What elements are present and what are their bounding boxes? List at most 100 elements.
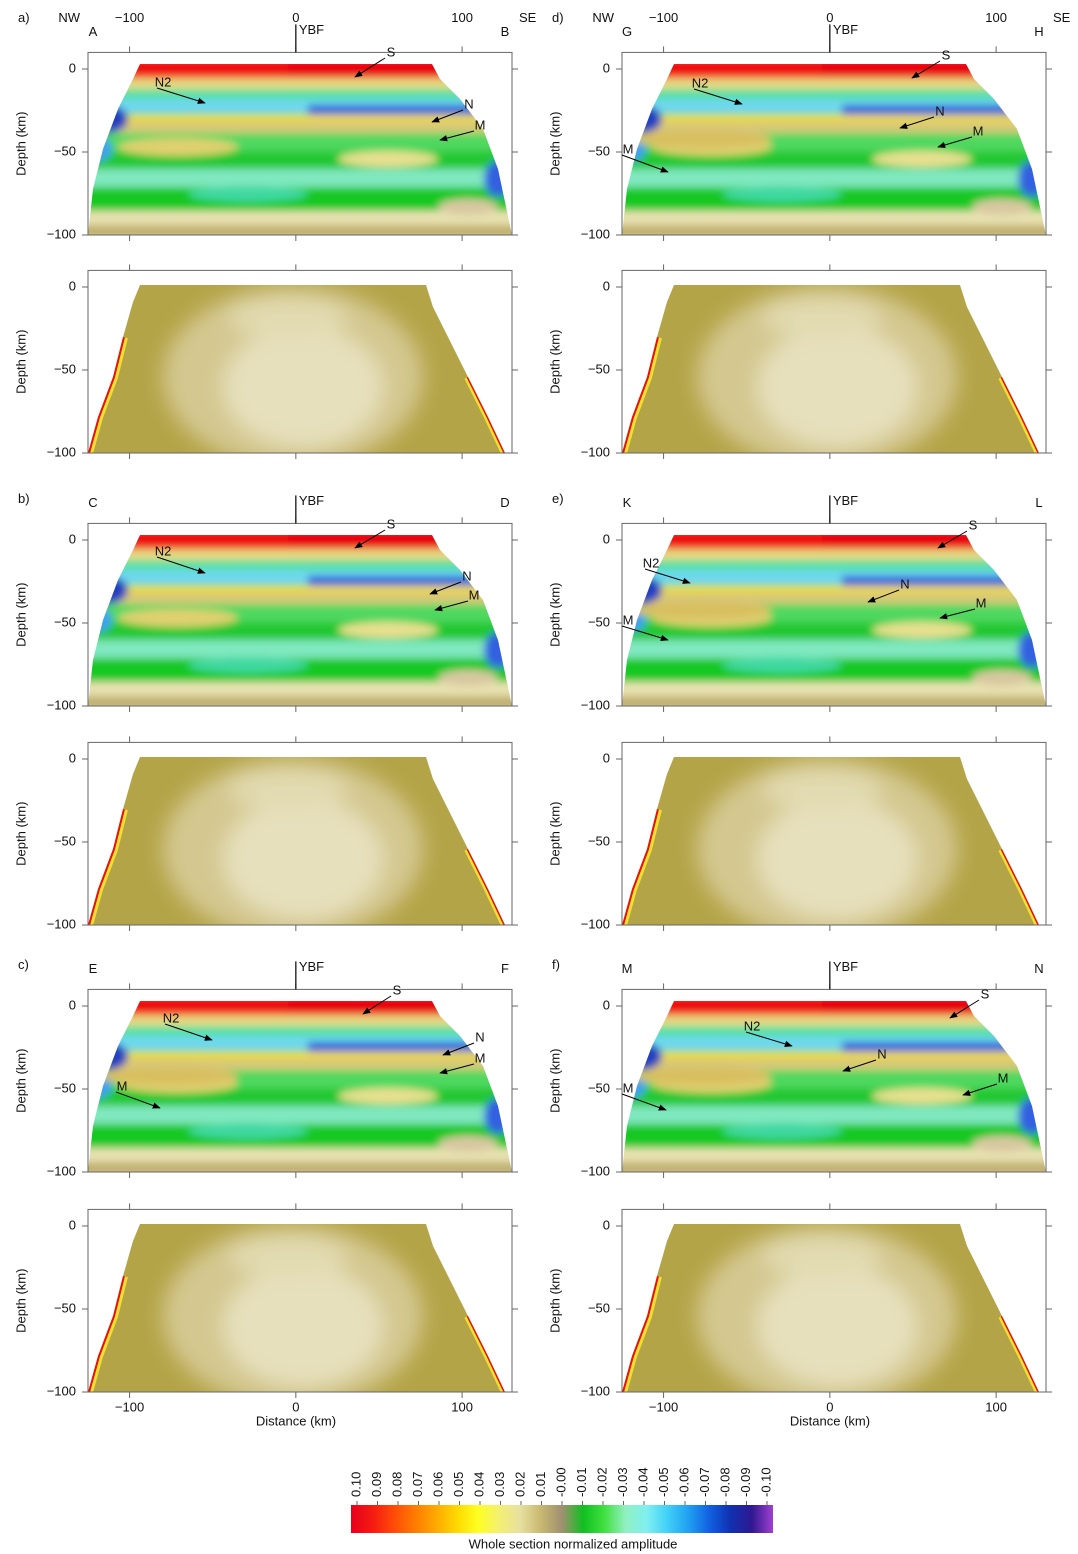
compass-label: NW	[592, 10, 614, 25]
y-axis-label: Depth (km)	[13, 802, 28, 866]
annotation-arrow	[911, 60, 941, 79]
y-axis-label: Depth (km)	[13, 583, 28, 647]
annotation-arrow	[899, 116, 935, 129]
image-layer	[697, 287, 957, 453]
annotation: N	[464, 96, 473, 111]
blob	[722, 186, 842, 202]
annotation: M	[623, 1080, 634, 1095]
amplitude-image	[622, 1224, 1039, 1392]
edge	[622, 1275, 659, 1392]
compass-label: SE	[519, 10, 537, 25]
blob	[338, 151, 438, 167]
blob	[484, 161, 512, 197]
plot-frame	[87, 741, 513, 926]
band	[88, 1148, 512, 1162]
amplitude-image	[88, 64, 512, 235]
band	[88, 586, 512, 592]
blob	[88, 105, 128, 133]
plot-frame	[87, 522, 513, 707]
annotation: N	[462, 568, 471, 583]
blob	[757, 327, 917, 447]
y-tick-label: 0	[603, 278, 610, 293]
y-tick-label: −100	[47, 697, 76, 712]
blob	[484, 1098, 512, 1134]
band	[308, 1042, 512, 1054]
blob	[762, 769, 882, 809]
section-start: E	[89, 961, 98, 976]
band	[88, 592, 512, 604]
y-tick-label: 0	[603, 531, 610, 546]
annotation: M	[475, 1050, 486, 1065]
colorbar-tick-label: 0.01	[533, 1472, 548, 1497]
image-layer	[163, 287, 423, 453]
annotation: N2	[155, 543, 172, 558]
colorbar-tick-label: -0.03	[615, 1467, 630, 1497]
band	[842, 1042, 1046, 1054]
image-layer	[622, 535, 1046, 706]
blob	[118, 609, 238, 627]
y-tick-label: −50	[54, 143, 76, 158]
y-tick-label: −50	[588, 143, 610, 158]
band	[842, 576, 1046, 588]
annotation-arrow	[442, 1042, 475, 1056]
y-tick-label: −100	[47, 444, 76, 459]
image-layer	[697, 759, 957, 925]
band	[88, 225, 512, 235]
annotation: N	[475, 1029, 484, 1044]
y-tick-label: −50	[54, 833, 76, 848]
annotation-arrow	[644, 568, 691, 584]
edge	[622, 336, 659, 453]
band	[88, 640, 512, 658]
colorbar-tick-label: -0.05	[656, 1467, 671, 1497]
annotation: M	[623, 141, 634, 156]
annotation: N2	[692, 75, 709, 90]
colorbar-tick-label: -0.08	[717, 1467, 732, 1497]
annotation: S	[387, 44, 396, 59]
band	[622, 1052, 1046, 1058]
blob	[622, 592, 638, 604]
blob	[622, 105, 662, 133]
fault-label: YBF	[299, 493, 324, 508]
annotation-arrow	[434, 600, 469, 612]
plot-frame	[621, 1208, 1047, 1393]
annotation-arrow	[621, 625, 669, 641]
x-tick-label: 0	[826, 1399, 833, 1414]
annotation-arrow	[431, 109, 464, 123]
blob	[1018, 161, 1046, 197]
blob	[972, 670, 1032, 686]
band	[622, 211, 1046, 225]
colorbar-tick-label: 0.09	[369, 1472, 384, 1497]
y-tick-label: 0	[69, 1217, 76, 1232]
annotation: N2	[155, 74, 172, 89]
section-end: D	[500, 495, 509, 510]
blob	[622, 1042, 662, 1070]
y-tick-label: −50	[54, 614, 76, 629]
annotation-arrow	[621, 154, 669, 173]
band	[622, 1106, 1046, 1124]
colorbar-tick-label: 0.04	[471, 1472, 486, 1497]
section-start: G	[622, 24, 632, 39]
annotation: M	[976, 595, 987, 610]
blob	[88, 1042, 128, 1070]
x-tick-label: 0	[292, 1399, 299, 1414]
annotation: N2	[163, 1010, 180, 1025]
band	[622, 78, 1046, 89]
blob	[98, 1067, 238, 1085]
annotation: N	[877, 1046, 886, 1061]
band	[622, 115, 1046, 121]
annotation-arrow	[937, 136, 973, 149]
y-axis-label: Depth (km)	[547, 802, 562, 866]
blob	[228, 1236, 348, 1276]
band	[842, 105, 1046, 117]
annotation-arrow	[362, 995, 392, 1015]
y-axis-label: Depth (km)	[547, 583, 562, 647]
band	[88, 682, 512, 696]
annotation-arrow	[842, 1059, 877, 1072]
edge	[88, 808, 125, 925]
amplitude-image	[88, 285, 505, 453]
fault-label: YBF	[299, 959, 324, 974]
annotation-arrow	[693, 88, 743, 105]
y-tick-label: −50	[54, 1300, 76, 1315]
band	[308, 576, 512, 588]
top-tick-label: 0	[292, 10, 299, 25]
